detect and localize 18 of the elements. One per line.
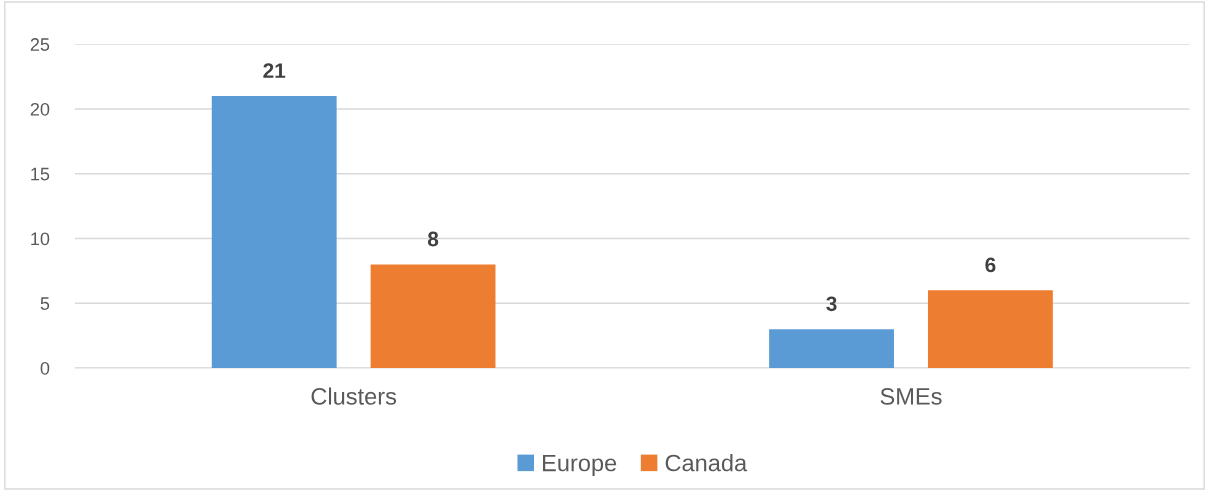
data-label: 21 [263, 63, 286, 78]
y-tick-label: 25 [30, 38, 50, 51]
y-tick-label: 0 [40, 361, 50, 375]
bar [927, 290, 1053, 368]
data-label: 3 [826, 296, 837, 312]
bar [769, 329, 894, 368]
y-tick-label: 5 [40, 297, 50, 310]
y-tick-label: 15 [31, 167, 50, 181]
bar [211, 96, 337, 368]
y-tick-label: 10 [31, 232, 50, 246]
data-label: 6 [985, 257, 996, 273]
data-label: 8 [427, 231, 439, 247]
x-tick-label: SMEs [880, 388, 942, 405]
y-tick-label: 20 [30, 102, 50, 116]
bar [370, 264, 496, 368]
legend-label: Canada [665, 454, 748, 472]
x-tick-label: Clusters [311, 387, 397, 405]
legend-label: Europe [543, 454, 617, 477]
